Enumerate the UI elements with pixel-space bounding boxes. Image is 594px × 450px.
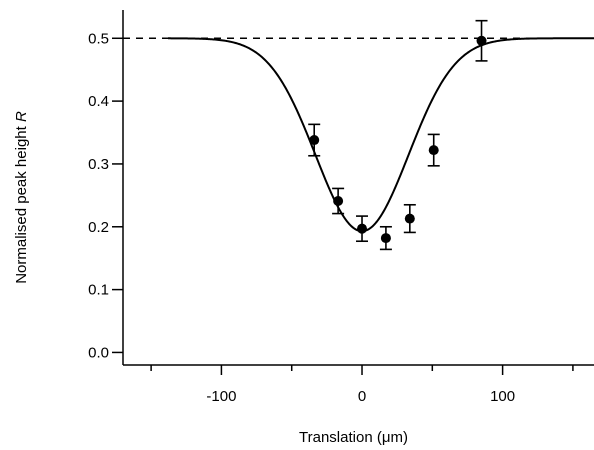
y-tick-label: 0.2 [88, 219, 109, 236]
data-point [308, 123, 321, 157]
plot-area: 0.0 0.1 0.2 0.3 0.4 0.5 -100 0 100 [88, 10, 594, 405]
data-point-marker [404, 213, 415, 224]
data-point [332, 187, 345, 215]
x-tick-label: 0 [358, 388, 366, 405]
y-axis-ticks: 0.0 0.1 0.2 0.3 0.4 0.5 [88, 30, 123, 361]
fit-curve [167, 37, 594, 233]
data-point [475, 19, 488, 62]
data-point-marker [428, 145, 439, 156]
y-tick-label: 0.3 [88, 156, 109, 173]
y-axis-title-text: Normalised peak height [13, 122, 30, 284]
data-point [427, 133, 440, 167]
data-point-marker [476, 35, 487, 46]
data-point-marker [333, 196, 344, 207]
data-point [379, 225, 392, 251]
x-tick-label: -100 [206, 388, 236, 405]
y-tick-label: 0.4 [88, 93, 109, 110]
x-tick-label: 100 [490, 388, 515, 405]
data-point-marker [380, 233, 391, 244]
x-axis-ticks: -100 0 100 [150, 365, 574, 405]
data-point [356, 215, 369, 243]
data-points [308, 19, 488, 251]
y-tick-label: 0.0 [88, 344, 109, 361]
y-axis-title-symbol: R [13, 111, 30, 122]
y-tick-label: 0.5 [88, 30, 109, 47]
x-axis-title: Translation (μm) [299, 429, 408, 446]
y-tick-label: 0.1 [88, 282, 109, 299]
data-point [403, 203, 416, 234]
data-point-marker [309, 135, 320, 146]
data-point-marker [357, 223, 368, 234]
y-axis-title: Normalised peak height R [13, 111, 30, 284]
